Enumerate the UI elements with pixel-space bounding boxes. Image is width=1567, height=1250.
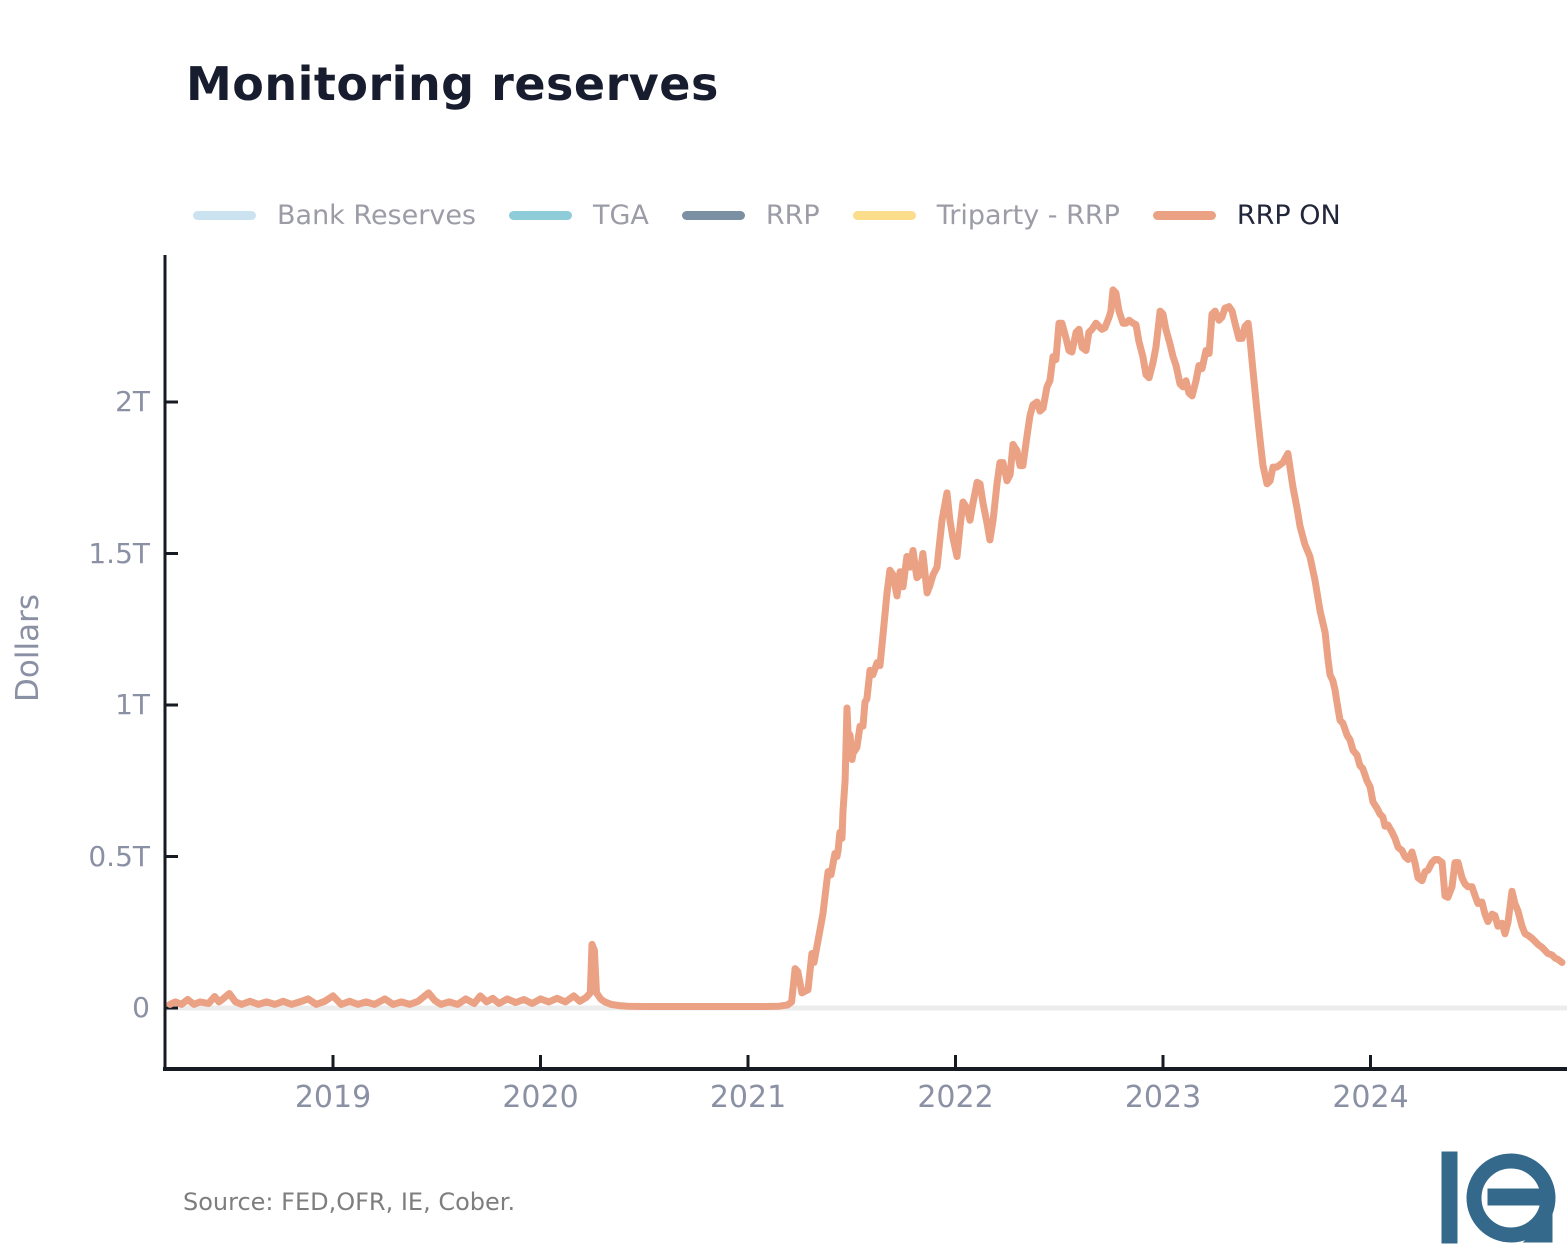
x-tick-label: 2021 <box>709 1080 787 1115</box>
x-tick-label: 2020 <box>502 1080 579 1115</box>
legend-label: TGA <box>593 199 649 231</box>
legend-label: Bank Reserves <box>277 199 476 231</box>
y-tick-label: 1T <box>115 688 150 721</box>
legend-item-rrp[interactable]: RRP <box>681 199 820 231</box>
y-axis-title: Dollars <box>10 594 46 702</box>
legend-swatch <box>852 210 916 220</box>
x-tick-label: 2019 <box>294 1080 372 1115</box>
legend: Bank Reserves TGA RRP Triparty - RRP RRP ON <box>193 196 1341 234</box>
y-tick-label: 2T <box>115 385 150 418</box>
x-tick-label: 2023 <box>1124 1080 1202 1115</box>
legend-item-triparty-rrp[interactable]: Triparty - RRP <box>852 199 1120 231</box>
y-tick-label: 0 <box>132 991 150 1024</box>
source-note: Source: FED,OFR, IE, Cober. <box>183 1188 516 1216</box>
x-tick-label: 2022 <box>917 1080 994 1115</box>
page-title: Monitoring reserves <box>186 57 719 111</box>
y-tick-label: 1.5T <box>88 536 150 570</box>
x-tick-label: 2024 <box>1332 1080 1409 1115</box>
legend-label: Triparty - RRP <box>936 199 1120 231</box>
legend-swatch <box>193 210 256 220</box>
legend-swatch <box>681 210 745 220</box>
legend-item-rrp-on[interactable]: RRP ON <box>1152 199 1341 231</box>
legend-swatch <box>509 210 572 220</box>
legend-item-tga[interactable]: TGA <box>509 200 649 231</box>
y-tick-label: 0.5T <box>88 839 150 873</box>
legend-label: RRP <box>765 199 820 231</box>
legend-label: RRP ON <box>1236 199 1341 231</box>
brand-logo-ie <box>1441 1151 1556 1244</box>
legend-swatch <box>1152 210 1216 220</box>
legend-item-bank-reserves[interactable]: Bank Reserves <box>193 200 476 231</box>
series-line-rrp-on <box>166 286 1566 1010</box>
